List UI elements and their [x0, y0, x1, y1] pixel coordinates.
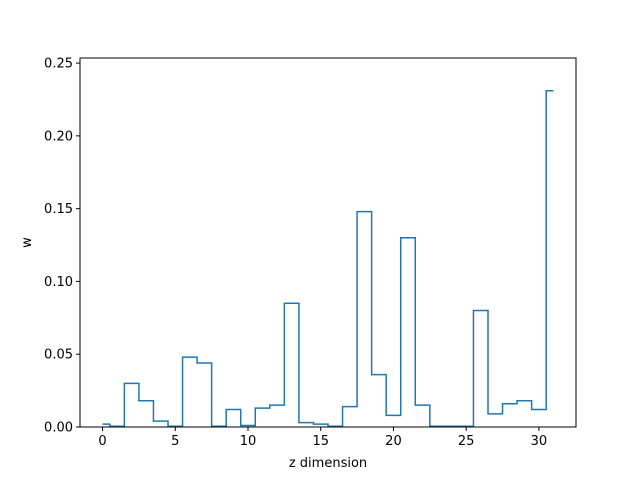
plot-area: [80, 58, 576, 427]
x-axis-label: z dimension: [289, 456, 367, 471]
y-axis-ticks: 0.00 0.05 0.10 0.15 0.20 0.25: [44, 57, 80, 436]
x-tick-label: 15: [312, 434, 329, 449]
x-axis-ticks: 0 5 10 15 20 25 30: [98, 427, 547, 449]
plot-frame: [79, 57, 577, 428]
y-tick-label: 0.05: [44, 348, 73, 363]
x-tick-label: 0: [98, 434, 106, 449]
x-tick-label: 30: [531, 434, 548, 449]
x-tick-label: 25: [458, 434, 475, 449]
x-tick-label: 10: [240, 434, 257, 449]
x-tick-label: 5: [171, 434, 179, 449]
y-axis-label: w: [20, 237, 35, 248]
y-tick-label: 0.25: [44, 57, 73, 72]
y-tick-label: 0.00: [44, 421, 73, 436]
y-tick-label: 0.15: [44, 202, 73, 217]
series-step-line: [102, 90, 554, 428]
y-tick-label: 0.10: [44, 275, 73, 290]
y-tick-label: 0.20: [44, 129, 73, 144]
x-tick-label: 20: [385, 434, 402, 449]
